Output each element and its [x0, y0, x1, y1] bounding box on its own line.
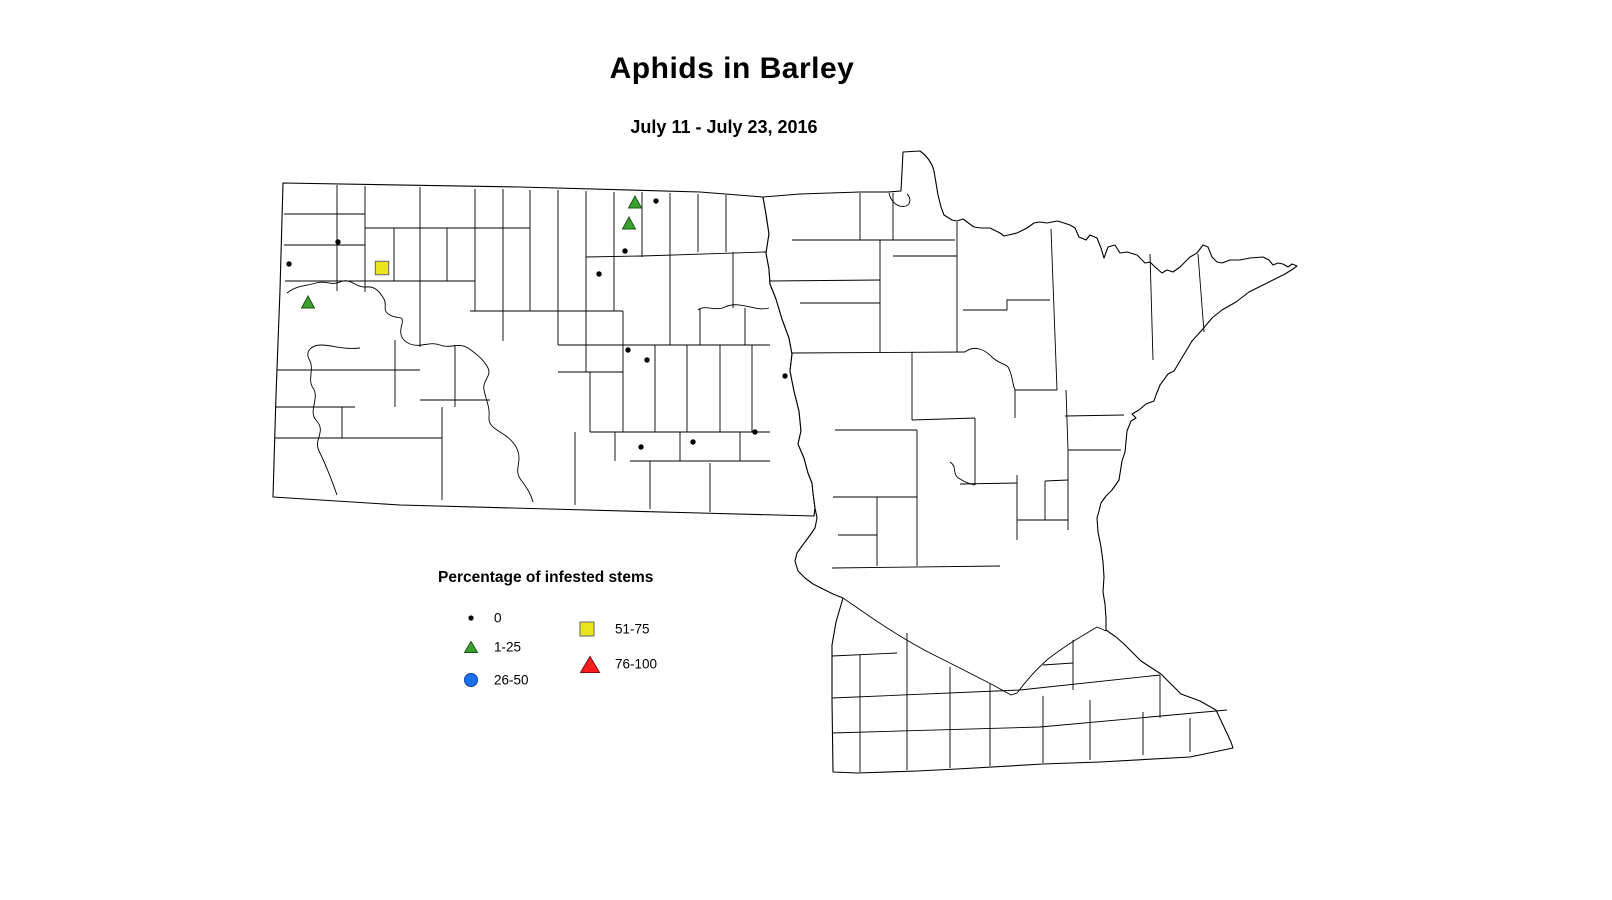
little-missouri-river	[307, 344, 361, 496]
map-marker	[653, 198, 659, 204]
map-marker	[690, 439, 696, 445]
legend-title: Percentage of infested stems	[438, 569, 654, 586]
legend-label-2: 26-50	[494, 672, 529, 688]
figure-title: Aphids in Barley	[609, 52, 855, 85]
map-marker	[625, 347, 631, 353]
minnesota-outline	[762, 150, 1298, 774]
legend-label-0: 0	[494, 610, 502, 626]
legend-label-1: 1-25	[494, 639, 522, 655]
figure-subtitle: July 11 - July 23, 2016	[630, 117, 818, 137]
legend: Percentage of infested stems 0 1-25 26-5…	[410, 550, 750, 700]
map-marker	[596, 271, 602, 277]
minnesota-county-lines	[769, 193, 1228, 772]
triangle-large-symbol	[579, 655, 601, 673]
legend-label-4: 76-100	[615, 656, 658, 672]
triangle-small-symbol	[463, 640, 479, 653]
map-marker	[300, 294, 316, 309]
north-dakota-outline	[272, 182, 816, 517]
lake-of-the-woods-bay	[888, 192, 911, 207]
dot-symbol	[468, 615, 474, 621]
map-marker	[638, 444, 644, 450]
map-marker	[374, 260, 390, 276]
north-dakota-state	[272, 182, 816, 517]
circle-symbol	[464, 673, 478, 687]
map-marker	[622, 248, 628, 254]
map-marker	[286, 261, 292, 267]
minnesota-state	[762, 150, 1298, 774]
map-marker	[627, 194, 643, 209]
north-dakota-county-lines	[275, 185, 770, 512]
map-marker	[644, 357, 650, 363]
missouri-river	[286, 280, 534, 503]
north-dakota-rivers	[286, 280, 534, 503]
map-marker	[782, 373, 788, 379]
map-marker	[335, 239, 341, 245]
square-symbol	[579, 621, 595, 637]
map-marker	[621, 215, 637, 230]
map-markers	[286, 194, 788, 450]
legend-label-3: 51-75	[615, 621, 650, 637]
map-marker	[752, 429, 758, 435]
